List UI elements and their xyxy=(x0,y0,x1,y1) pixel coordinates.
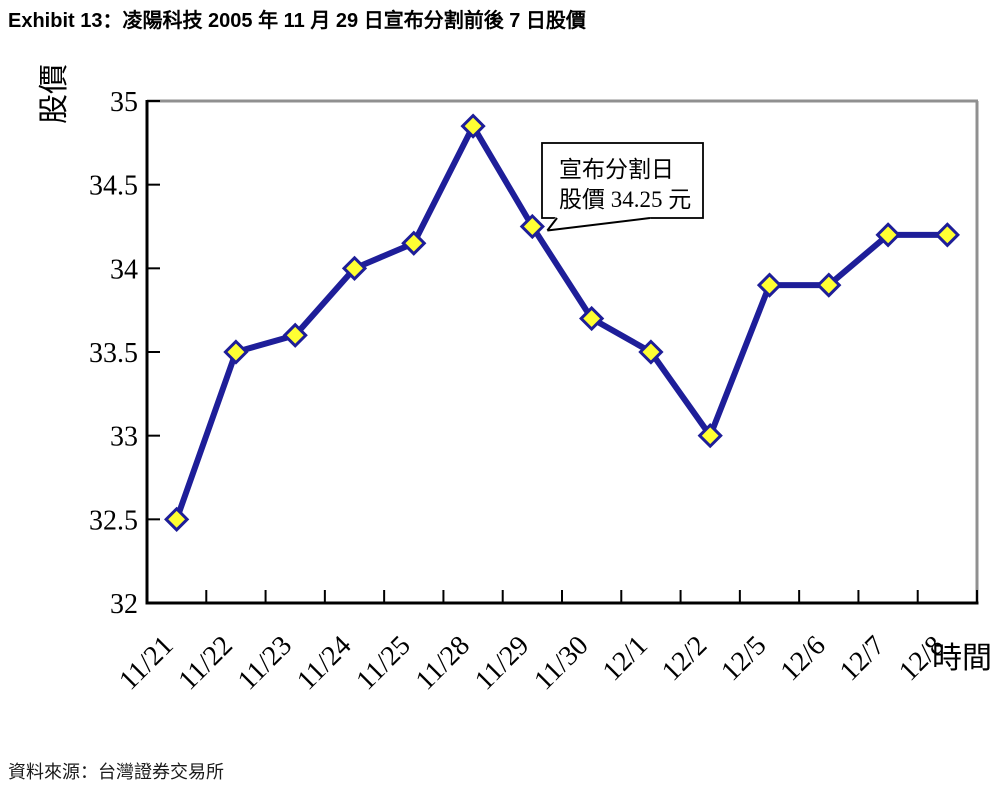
y-axis-tick-label: 33.5 xyxy=(89,338,138,369)
y-axis-tick-label: 34 xyxy=(110,254,138,285)
x-axis-tick-label: 12/7 xyxy=(834,630,891,687)
x-axis-tick-label: 11/28 xyxy=(410,630,476,696)
x-axis-tick-label: 11/29 xyxy=(469,630,535,696)
x-axis-tick-label: 11/30 xyxy=(528,630,594,696)
x-axis-tick-label: 12/6 xyxy=(775,630,832,687)
exhibit-title: Exhibit 13：凌陽科技 2005 年 11 月 29 日宣布分割前後 7… xyxy=(8,10,586,32)
data-point-marker xyxy=(638,339,664,365)
data-point-marker xyxy=(460,113,486,139)
data-point-marker xyxy=(697,423,723,449)
y-axis-tick-label: 33 xyxy=(110,422,138,453)
data-point-marker xyxy=(223,339,249,365)
y-axis-tick-label: 35 xyxy=(110,87,138,118)
annotation-tail-edge-left xyxy=(546,217,558,232)
data-point-marker xyxy=(519,213,545,240)
data-point-marker xyxy=(401,230,427,256)
x-axis-title: 時間 xyxy=(932,642,992,675)
x-axis-tick-label: 12/5 xyxy=(715,630,772,687)
data-point-marker xyxy=(875,222,901,248)
y-axis-tick-label: 32.5 xyxy=(89,505,138,536)
data-point-marker xyxy=(934,222,960,248)
annotation-text-line: 股價 34.25 元 xyxy=(559,187,691,212)
x-axis-tick-label: 11/24 xyxy=(291,630,357,696)
annotation-box xyxy=(541,142,704,219)
data-point-marker xyxy=(579,305,605,332)
source-note: 資料來源：台灣證券交易所 xyxy=(8,762,224,782)
stock-price-line-chart: 32 32.5 33 33.5 34 34.5 35 11/2111/2211/2311/24… xyxy=(38,64,992,696)
y-axis-tick-label: 34.5 xyxy=(89,171,138,202)
y-axis-title: 股價 xyxy=(38,64,71,124)
x-axis-tick-label: 11/25 xyxy=(350,630,416,696)
x-axis-tick-label: 11/23 xyxy=(232,630,298,696)
annotation-text-line: 宣布分割日 xyxy=(559,157,674,182)
data-point-marker xyxy=(341,255,368,281)
x-axis-tick-label: 12/1 xyxy=(597,630,654,687)
x-axis-tick-label: 12/2 xyxy=(656,630,713,687)
y-axis-tick-label: 32 xyxy=(110,589,138,620)
data-point-marker xyxy=(816,272,842,298)
annotation-tail-edge-right xyxy=(547,217,651,232)
x-axis-tick-label: 11/22 xyxy=(173,630,239,696)
data-point-marker xyxy=(756,272,783,298)
x-axis-tick-label: 11/21 xyxy=(113,630,179,696)
data-point-marker xyxy=(282,322,308,348)
data-point-marker xyxy=(164,506,190,532)
